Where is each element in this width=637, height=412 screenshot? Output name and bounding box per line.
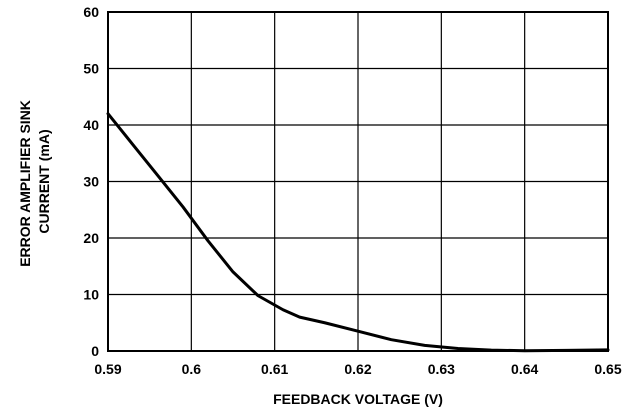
x-tick-label: 0.6 xyxy=(182,361,202,377)
y-tick-label: 20 xyxy=(83,230,99,246)
y-axis-label-line-1: ERROR AMPLIFIER SINK xyxy=(17,100,33,267)
grid-lines xyxy=(107,11,609,352)
x-tick-label: 0.62 xyxy=(344,361,371,377)
y-axis-label-line-2: CURRENT (mA) xyxy=(36,129,52,233)
plot-area-frame xyxy=(107,11,609,352)
y-axis-label: ERROR AMPLIFIER SINK CURRENT (mA) xyxy=(17,96,52,267)
x-tick-label: 0.63 xyxy=(428,361,455,377)
x-tick-label: 0.64 xyxy=(511,361,538,377)
x-axis-label: FEEDBACK VOLTAGE (V) xyxy=(273,391,443,407)
x-tick-label: 0.61 xyxy=(261,361,288,377)
x-tick-label: 0.65 xyxy=(594,361,621,377)
y-tick-label: 60 xyxy=(83,4,99,20)
y-tick-label: 50 xyxy=(83,61,99,77)
x-tick-labels: 0.59 0.6 0.61 0.62 0.63 0.64 0.65 xyxy=(94,361,621,377)
x-tick-label: 0.59 xyxy=(94,361,121,377)
y-tick-label: 10 xyxy=(83,287,99,303)
y-tick-label: 0 xyxy=(91,343,99,359)
y-tick-label: 30 xyxy=(83,174,99,190)
y-tick-labels: 0 10 20 30 40 50 60 xyxy=(83,4,99,359)
y-tick-label: 40 xyxy=(83,117,99,133)
